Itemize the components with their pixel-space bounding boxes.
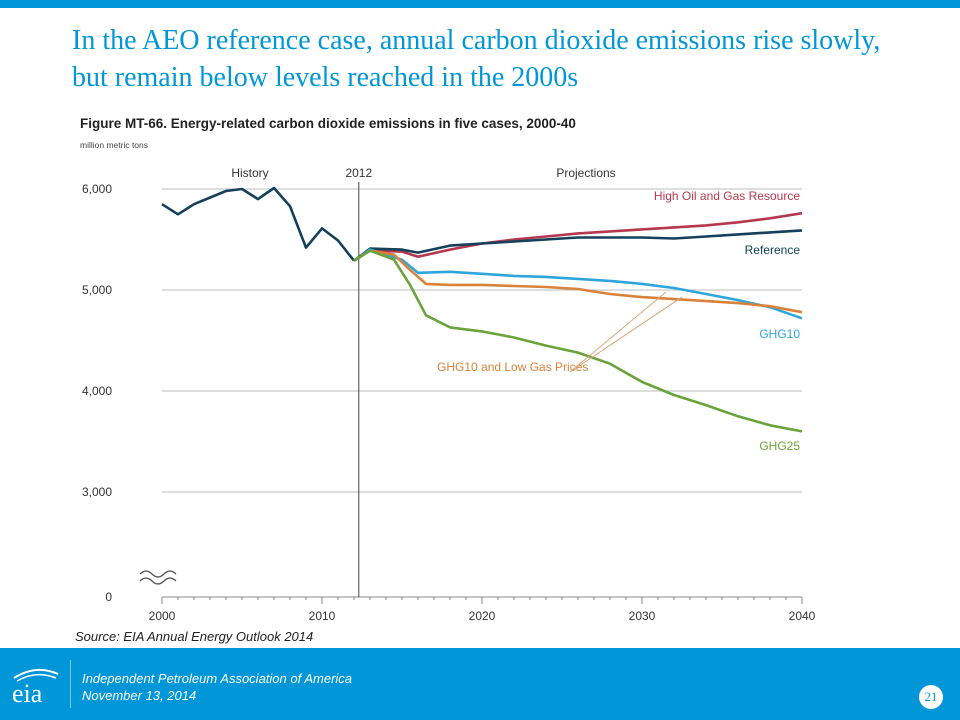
series-label-high-oil-and-gas-resource: High Oil and Gas Resource [654,189,800,203]
x-tick-label: 2000 [149,609,176,623]
y-tick-label: 5,000 [82,283,112,297]
series-line-ghg25 [353,249,803,433]
page-number: 21 [919,685,943,709]
series-label-ghg10: GHG10 [759,327,800,341]
series-label-ghg25: GHG25 [759,439,800,453]
eia-logo-text: eia [12,679,43,706]
series-line-ghg10-and-low-gas-prices [353,249,803,314]
emissions-chart: Figure MT-66. Energy-related carbon diox… [80,116,816,623]
eia-logo: eia [12,668,59,706]
figure-title: Figure MT-66. Energy-related carbon diox… [80,116,576,131]
x-tick-label: 2040 [789,609,816,623]
footer-divider [70,660,71,708]
era-label-2012: 2012 [345,166,372,180]
unit-label: million metric tons [80,140,148,150]
top-accent-bar [0,0,960,8]
x-tick-label: 2020 [469,609,496,623]
y-tick-label: 4,000 [82,384,112,398]
footer-organization: Independent Petroleum Association of Ame… [82,671,353,686]
x-tick-label: 2010 [309,609,336,623]
series-line-reference [353,229,803,262]
era-label-projections: Projections [556,166,615,180]
footer: eia Independent Petroleum Association of… [0,648,960,720]
y-tick-label: 3,000 [82,485,112,499]
history-line [161,186,356,262]
y-tick-label: 0 [105,590,112,604]
leader-line [569,291,667,373]
series-label-ghg10-and-low-gas-prices: GHG10 and Low Gas Prices [437,360,588,374]
series-label-reference: Reference [745,243,801,257]
footer-date: November 13, 2014 [82,688,197,703]
axis-break-mark [139,570,177,578]
source-note: Source: EIA Annual Energy Outlook 2014 [75,629,314,644]
axis-break-mark [139,577,177,585]
y-tick-label: 6,000 [82,182,112,196]
series-line-high-oil-and-gas-resource [353,211,803,262]
series-line-ghg10 [353,248,803,320]
leader-line [569,296,683,373]
x-tick-label: 2030 [629,609,656,623]
era-label-history: History [231,166,268,180]
slide-title: In the AEO reference case, annual carbon… [72,25,881,93]
